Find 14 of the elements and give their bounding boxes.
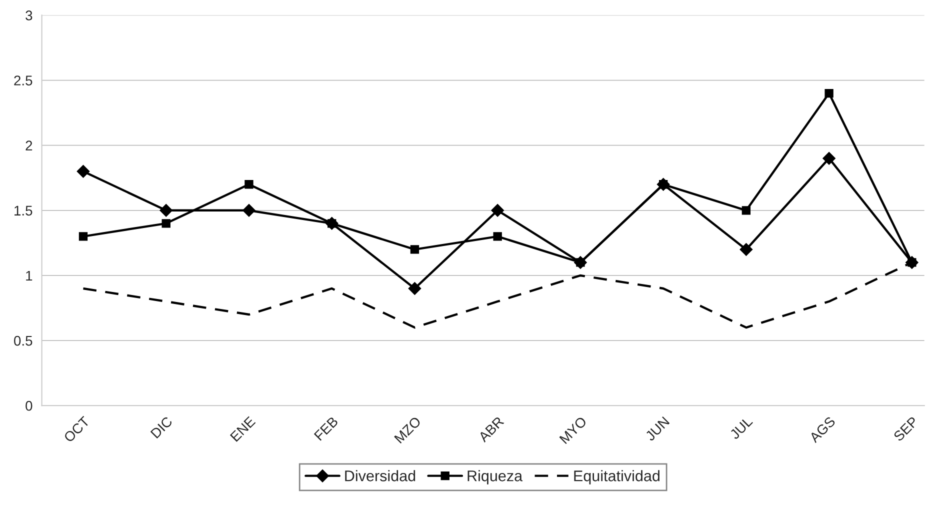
legend-label: Equitatividad <box>574 470 660 484</box>
y-tick-label: 0.5 <box>14 336 32 346</box>
x-tick-label: DIC <box>150 416 173 439</box>
y-tick-label: 2.5 <box>14 76 32 86</box>
y-tick-label: 3 <box>26 10 32 20</box>
x-tick-label: JUL <box>729 416 754 440</box>
x-tick-label: SEP <box>892 416 919 442</box>
y-tick-label: 2 <box>26 140 32 150</box>
y-tick-label: 1.5 <box>14 206 32 216</box>
x-tick-label: FEB <box>314 416 338 441</box>
legend-label: Riqueza <box>468 470 523 484</box>
y-tick-label: 0 <box>26 400 32 411</box>
legend-label: Diversidad <box>345 470 416 482</box>
y-tick-label: 1 <box>26 270 32 281</box>
